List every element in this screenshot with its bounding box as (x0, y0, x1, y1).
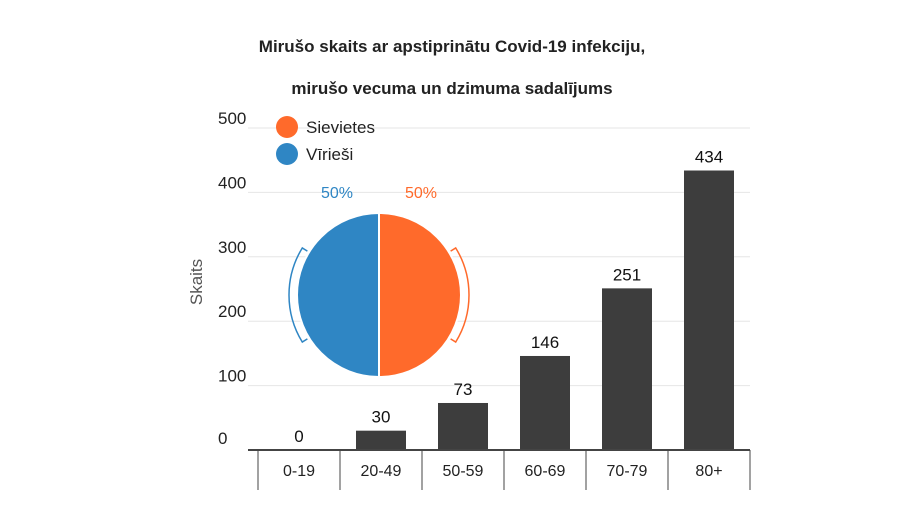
y-tick-label: 100 (218, 367, 246, 386)
bars (356, 170, 734, 450)
y-tick-label: 200 (218, 302, 246, 321)
legend-label-male: Vīrieši (306, 145, 353, 164)
pie-percent-label-male: 50% (321, 185, 353, 202)
x-tick-label-80+: 80+ (695, 463, 722, 480)
value-label-60-69: 146 (531, 333, 559, 352)
x-tick-label-20-49: 20-49 (361, 463, 402, 480)
pie-callout-female (450, 246, 470, 344)
bar-70-79 (602, 288, 652, 450)
y-tick-labels: 0 100 200 300 400 500 (218, 109, 246, 448)
x-axis (248, 449, 751, 490)
value-label-80+: 434 (695, 148, 723, 167)
gender-pie-chart: 50% 50% (288, 185, 470, 379)
legend-marker-female (276, 116, 298, 138)
y-tick-label: 0 (218, 429, 227, 448)
legend-label-female: Sievietes (306, 118, 375, 137)
chart-title: Mirušo skaits ar apstiprinātu Covid-19 i… (259, 37, 645, 56)
value-label-50-59: 73 (454, 380, 473, 399)
bar-20-49 (356, 430, 406, 450)
legend: Sievietes Vīrieši (276, 116, 375, 165)
chart-subtitle: mirušo vecuma un dzimuma sadalījums (291, 79, 612, 98)
x-tick-label-0-19: 0-19 (283, 463, 315, 480)
y-tick-label: 300 (218, 238, 246, 257)
bar-60-69 (520, 355, 570, 450)
pie-percent-label-female: 50% (405, 185, 437, 202)
x-tick-label-70-79: 70-79 (607, 463, 648, 480)
pie-slice-female (378, 211, 462, 379)
pie-callout-male (288, 246, 308, 344)
bar-80+ (684, 170, 734, 450)
x-tick-label-60-69: 60-69 (525, 463, 566, 480)
bar-50-59 (438, 402, 488, 450)
value-label-0-19: 0 (294, 427, 303, 446)
pie-slice-male (296, 211, 380, 379)
y-axis-label: Skaits (187, 259, 206, 305)
y-tick-label: 400 (218, 173, 246, 192)
value-labels: 0 30 73 146 251 434 (294, 148, 723, 446)
value-label-70-79: 251 (613, 265, 641, 284)
x-tick-labels: 0-19 20-49 50-59 60-69 70-79 80+ (283, 463, 723, 480)
value-label-20-49: 30 (372, 408, 391, 427)
x-tick-label-50-59: 50-59 (443, 463, 484, 480)
legend-marker-male (276, 143, 298, 165)
y-tick-label: 500 (218, 109, 246, 128)
